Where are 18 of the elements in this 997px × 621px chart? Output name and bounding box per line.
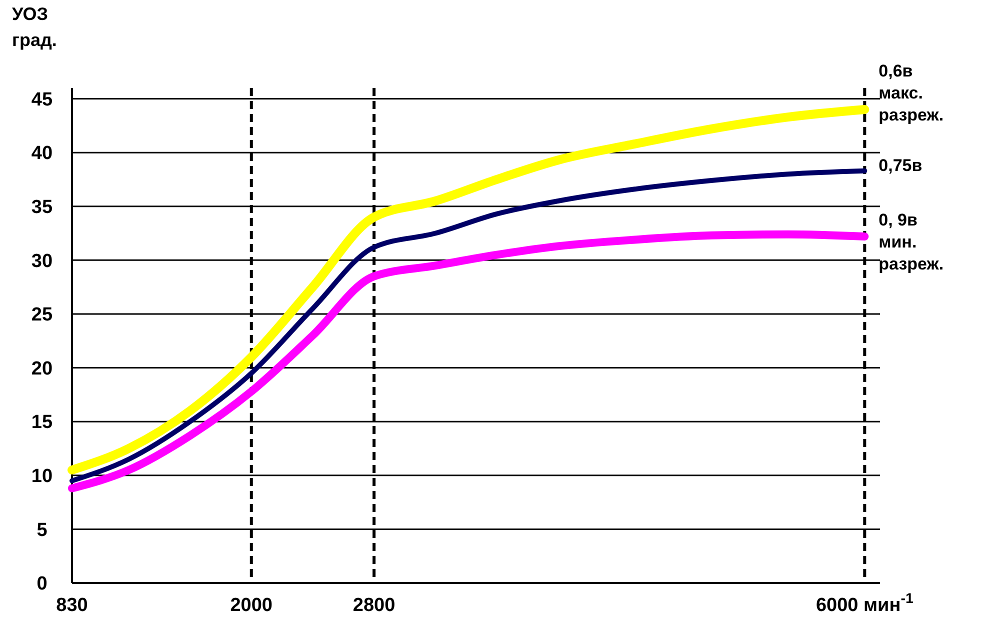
y-tick-label: 25 — [31, 304, 53, 326]
y-tick-label: 5 — [36, 520, 48, 541]
series-label: 0,6в макс. разреж. — [878, 62, 944, 125]
y-tick-label: 15 — [31, 412, 53, 434]
y-tick-label: 45 — [31, 89, 53, 110]
x-tick-label: 2000 — [230, 595, 273, 616]
y-tick-label: 40 — [31, 143, 53, 164]
y-axis-title: УОЗ град. — [12, 4, 57, 50]
x-tick-label: 2800 — [352, 595, 396, 616]
series-label: 0,75в — [878, 156, 922, 175]
x-tick-label: 6000 мин$^{-1}$ — [816, 591, 914, 616]
y-tick-label: 30 — [31, 250, 53, 272]
y-tick-label: 35 — [31, 197, 53, 218]
series-label: 0, 9в мин. разреж. — [878, 210, 944, 274]
y-tick-label: 20 — [31, 358, 53, 380]
x-tick-label: 830 — [56, 595, 88, 616]
y-tick-label: 0 — [36, 574, 48, 595]
y-tick-label: 10 — [31, 466, 53, 488]
